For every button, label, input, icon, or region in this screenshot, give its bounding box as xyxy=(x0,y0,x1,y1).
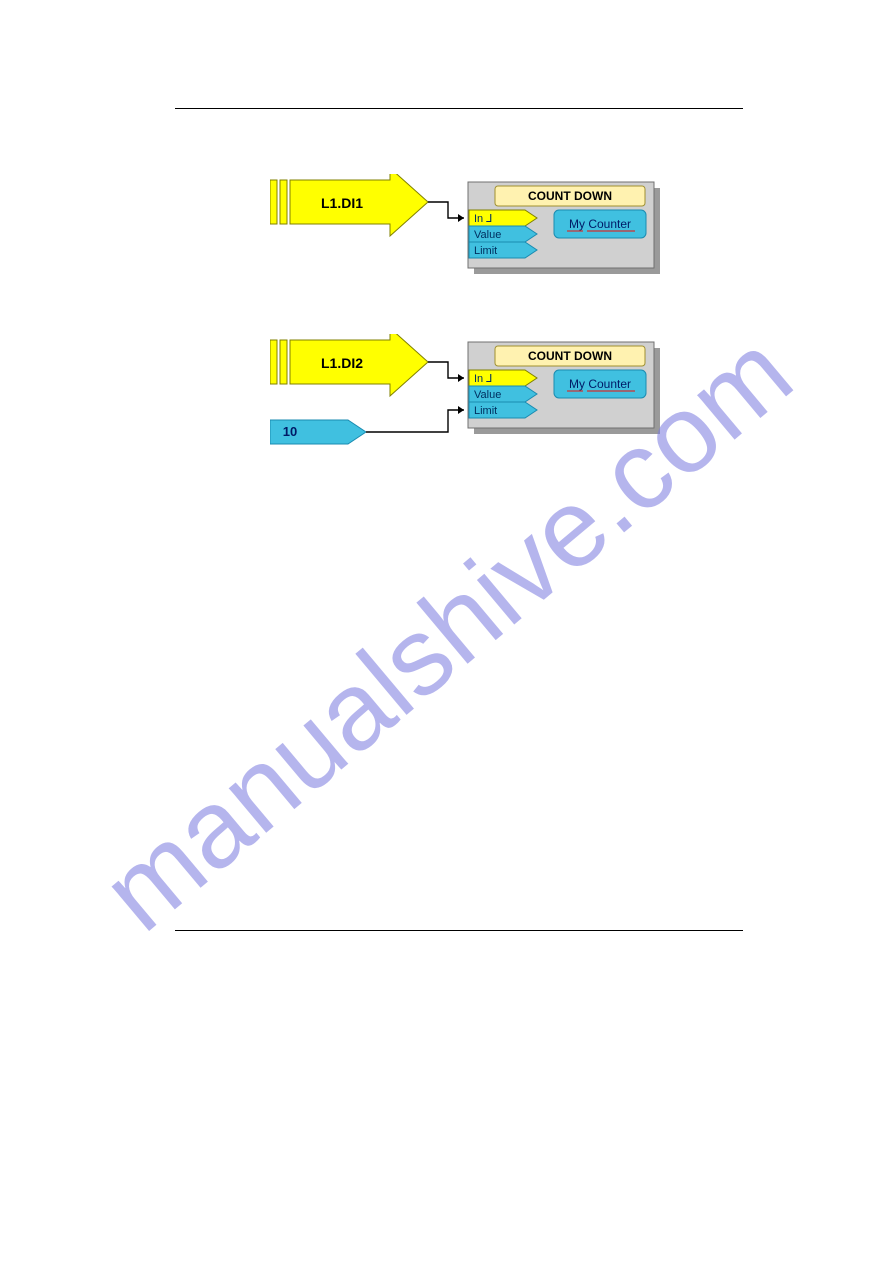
constant-value: 10 xyxy=(283,424,297,439)
source-arrow: L1.DI1 xyxy=(270,174,428,236)
port-in: In ⅃ xyxy=(469,370,537,386)
diagram-1: COUNT DOWN My Counter In ⅃ Value Limit L… xyxy=(270,174,670,284)
port-in-label: In ⅃ xyxy=(474,213,492,225)
source-arrow-label: L1.DI1 xyxy=(321,195,363,211)
constant-box: 10 xyxy=(270,420,366,444)
wire-limit-arrowhead xyxy=(458,406,464,414)
port-limit: Limit xyxy=(469,402,537,418)
port-limit: Limit xyxy=(469,242,537,258)
fn-block-title: COUNT DOWN xyxy=(528,189,612,203)
port-value: Value xyxy=(469,226,537,242)
port-value-label: Value xyxy=(474,229,501,241)
counter-label: My Counter xyxy=(569,217,631,231)
counter-label: My Counter xyxy=(569,377,631,391)
port-limit-label: Limit xyxy=(474,245,497,257)
wire-in-arrowhead xyxy=(458,374,464,382)
wire-limit xyxy=(366,410,464,432)
port-value: Value xyxy=(469,386,537,402)
port-value-label: Value xyxy=(474,389,501,401)
fn-block-title: COUNT DOWN xyxy=(528,349,612,363)
page-rule-bottom xyxy=(175,930,743,931)
source-arrow-label: L1.DI2 xyxy=(321,355,363,371)
source-arrow: L1.DI2 xyxy=(270,334,428,396)
page-rule-top xyxy=(175,108,743,109)
port-in-label: In ⅃ xyxy=(474,373,492,385)
wire-in-arrowhead xyxy=(458,214,464,222)
diagram-2: COUNT DOWN My Counter In ⅃ Value Limit L… xyxy=(270,334,670,484)
port-in: In ⅃ xyxy=(469,210,537,226)
port-limit-label: Limit xyxy=(474,405,497,417)
